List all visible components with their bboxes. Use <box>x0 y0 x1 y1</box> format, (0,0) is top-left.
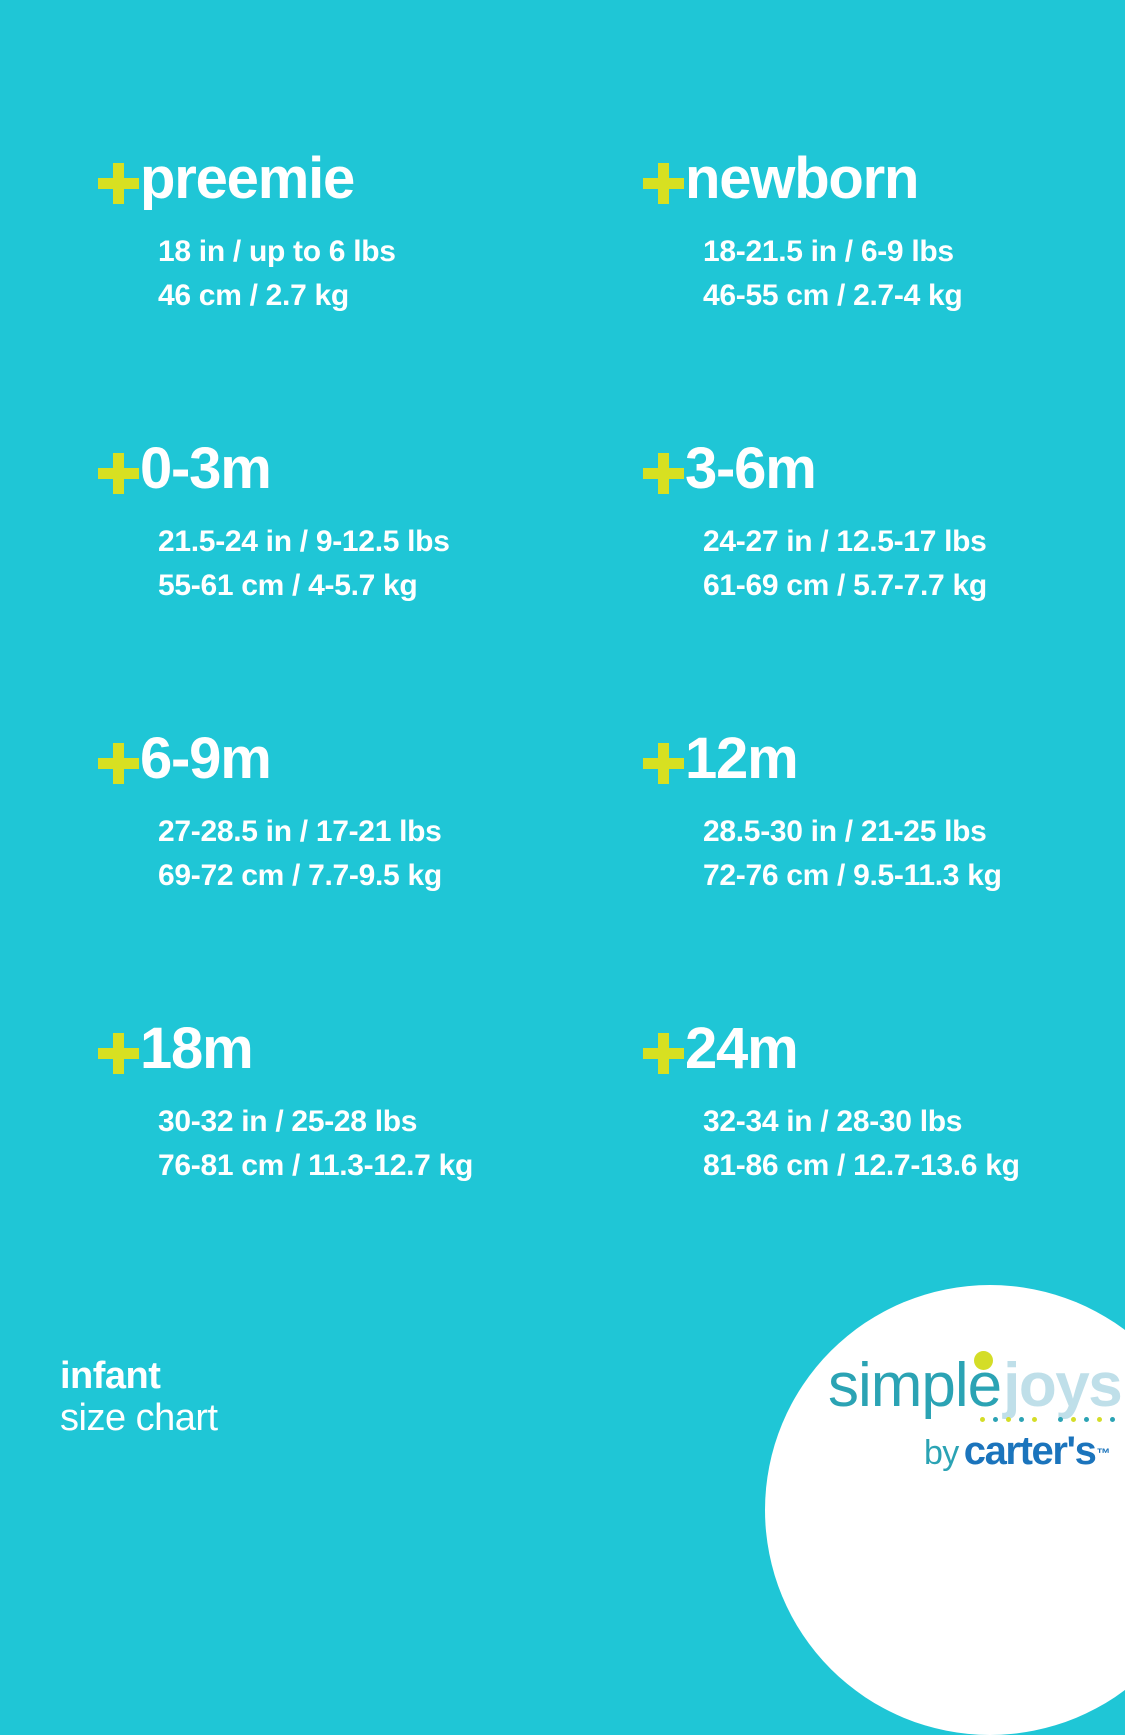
size-name: 24m <box>685 1016 799 1081</box>
size-measure-imperial: 28.5-30 in / 21-25 lbs <box>703 815 987 848</box>
size-heading: 6-9m <box>98 730 643 804</box>
size-measurements: 30-32 in / 25-28 lbs 76-81 cm / 11.3-12.… <box>158 1100 643 1189</box>
simple-joys-logo: simplejoys by carter's™ <box>828 1351 1123 1480</box>
size-heading: 12m <box>643 730 1125 804</box>
size-heading: preemie <box>98 150 643 224</box>
size-entry-12m: 12m 28.5-30 in / 21-25 lbs 72-76 cm / 9.… <box>643 730 1125 1020</box>
size-heading: newborn <box>643 150 1125 224</box>
size-entry-newborn: newborn 18-21.5 in / 6-9 lbs 46-55 cm / … <box>643 150 1125 440</box>
size-entry-0-3m: 0-3m 21.5-24 in / 9-12.5 lbs 55-61 cm / … <box>98 440 643 730</box>
size-measure-imperial: 30-32 in / 25-28 lbs <box>158 1105 418 1138</box>
size-measurements: 27-28.5 in / 17-21 lbs 69-72 cm / 7.7-9.… <box>158 810 643 899</box>
logo-word-by: by <box>924 1434 959 1472</box>
size-measure-imperial: 21.5-24 in / 9-12.5 lbs <box>158 525 450 558</box>
size-measurements: 18-21.5 in / 6-9 lbs 46-55 cm / 2.7-4 kg <box>703 230 1125 319</box>
plus-icon <box>643 1028 685 1086</box>
size-measure-metric: 76-81 cm / 11.3-12.7 kg <box>158 1149 473 1183</box>
caption-secondary: size chart <box>60 1397 218 1440</box>
size-measure-metric: 72-76 cm / 9.5-11.3 kg <box>703 859 1002 893</box>
size-name: 3-6m <box>685 436 817 501</box>
logo-wordmark: simplejoys <box>828 1351 1123 1424</box>
size-measure-metric: 55-61 cm / 4-5.7 kg <box>158 569 418 603</box>
size-entry-18m: 18m 30-32 in / 25-28 lbs 76-81 cm / 11.3… <box>98 1020 643 1310</box>
size-measurements: 21.5-24 in / 9-12.5 lbs 55-61 cm / 4-5.7… <box>158 520 643 609</box>
size-entry-preemie: preemie 18 in / up to 6 lbs 46 cm / 2.7 … <box>98 150 643 440</box>
plus-icon <box>98 1028 140 1086</box>
size-grid: preemie 18 in / up to 6 lbs 46 cm / 2.7 … <box>98 150 1125 1310</box>
plus-icon <box>643 158 685 216</box>
plus-icon <box>98 738 140 796</box>
size-entry-24m: 24m 32-34 in / 28-30 lbs 81-86 cm / 12.7… <box>643 1020 1125 1310</box>
plus-icon <box>643 448 685 506</box>
size-heading: 18m <box>98 1020 643 1094</box>
logo-byline: by carter's™ <box>924 1429 1110 1474</box>
logo-dot-icon <box>974 1351 993 1370</box>
logo-word-carters: carter's <box>963 1429 1097 1473</box>
size-measurements: 18 in / up to 6 lbs 46 cm / 2.7 kg <box>158 230 643 319</box>
size-entry-3-6m: 3-6m 24-27 in / 12.5-17 lbs 61-69 cm / 5… <box>643 440 1125 730</box>
size-measure-metric: 69-72 cm / 7.7-9.5 kg <box>158 859 442 893</box>
infant-size-chart: preemie 18 in / up to 6 lbs 46 cm / 2.7 … <box>60 150 1125 1735</box>
size-measurements: 28.5-30 in / 21-25 lbs 72-76 cm / 9.5-11… <box>703 810 1125 899</box>
plus-icon <box>98 448 140 506</box>
size-measurements: 24-27 in / 12.5-17 lbs 61-69 cm / 5.7-7.… <box>703 520 1125 609</box>
size-heading: 3-6m <box>643 440 1125 514</box>
size-measure-imperial: 27-28.5 in / 17-21 lbs <box>158 815 442 848</box>
size-measure-metric: 81-86 cm / 12.7-13.6 kg <box>703 1149 1020 1183</box>
size-entry-6-9m: 6-9m 27-28.5 in / 17-21 lbs 69-72 cm / 7… <box>98 730 643 1020</box>
size-measurements: 32-34 in / 28-30 lbs 81-86 cm / 12.7-13.… <box>703 1100 1125 1189</box>
size-name: 6-9m <box>140 726 272 791</box>
size-name: 18m <box>140 1016 254 1081</box>
size-name: 12m <box>685 726 799 791</box>
trademark-symbol: ™ <box>1096 1444 1111 1461</box>
chart-caption: infant size chart <box>60 1355 218 1440</box>
size-heading: 24m <box>643 1020 1125 1094</box>
logo-dotted-underline <box>980 1417 1118 1424</box>
caption-primary: infant <box>60 1354 161 1397</box>
size-heading: 0-3m <box>98 440 643 514</box>
size-name: newborn <box>685 146 919 211</box>
size-measure-metric: 46 cm / 2.7 kg <box>158 279 349 313</box>
plus-icon <box>98 158 140 216</box>
plus-icon <box>643 738 685 796</box>
logo-word-joys: joys <box>1003 1351 1123 1420</box>
size-measure-imperial: 32-34 in / 28-30 lbs <box>703 1105 963 1138</box>
size-name: 0-3m <box>140 436 272 501</box>
size-measure-metric: 61-69 cm / 5.7-7.7 kg <box>703 569 987 603</box>
size-name: preemie <box>140 146 355 211</box>
size-measure-metric: 46-55 cm / 2.7-4 kg <box>703 279 963 313</box>
size-measure-imperial: 18-21.5 in / 6-9 lbs <box>703 235 954 268</box>
logo-word-simple: simple <box>828 1351 1002 1420</box>
size-measure-imperial: 24-27 in / 12.5-17 lbs <box>703 525 987 558</box>
size-measure-imperial: 18 in / up to 6 lbs <box>158 235 396 268</box>
